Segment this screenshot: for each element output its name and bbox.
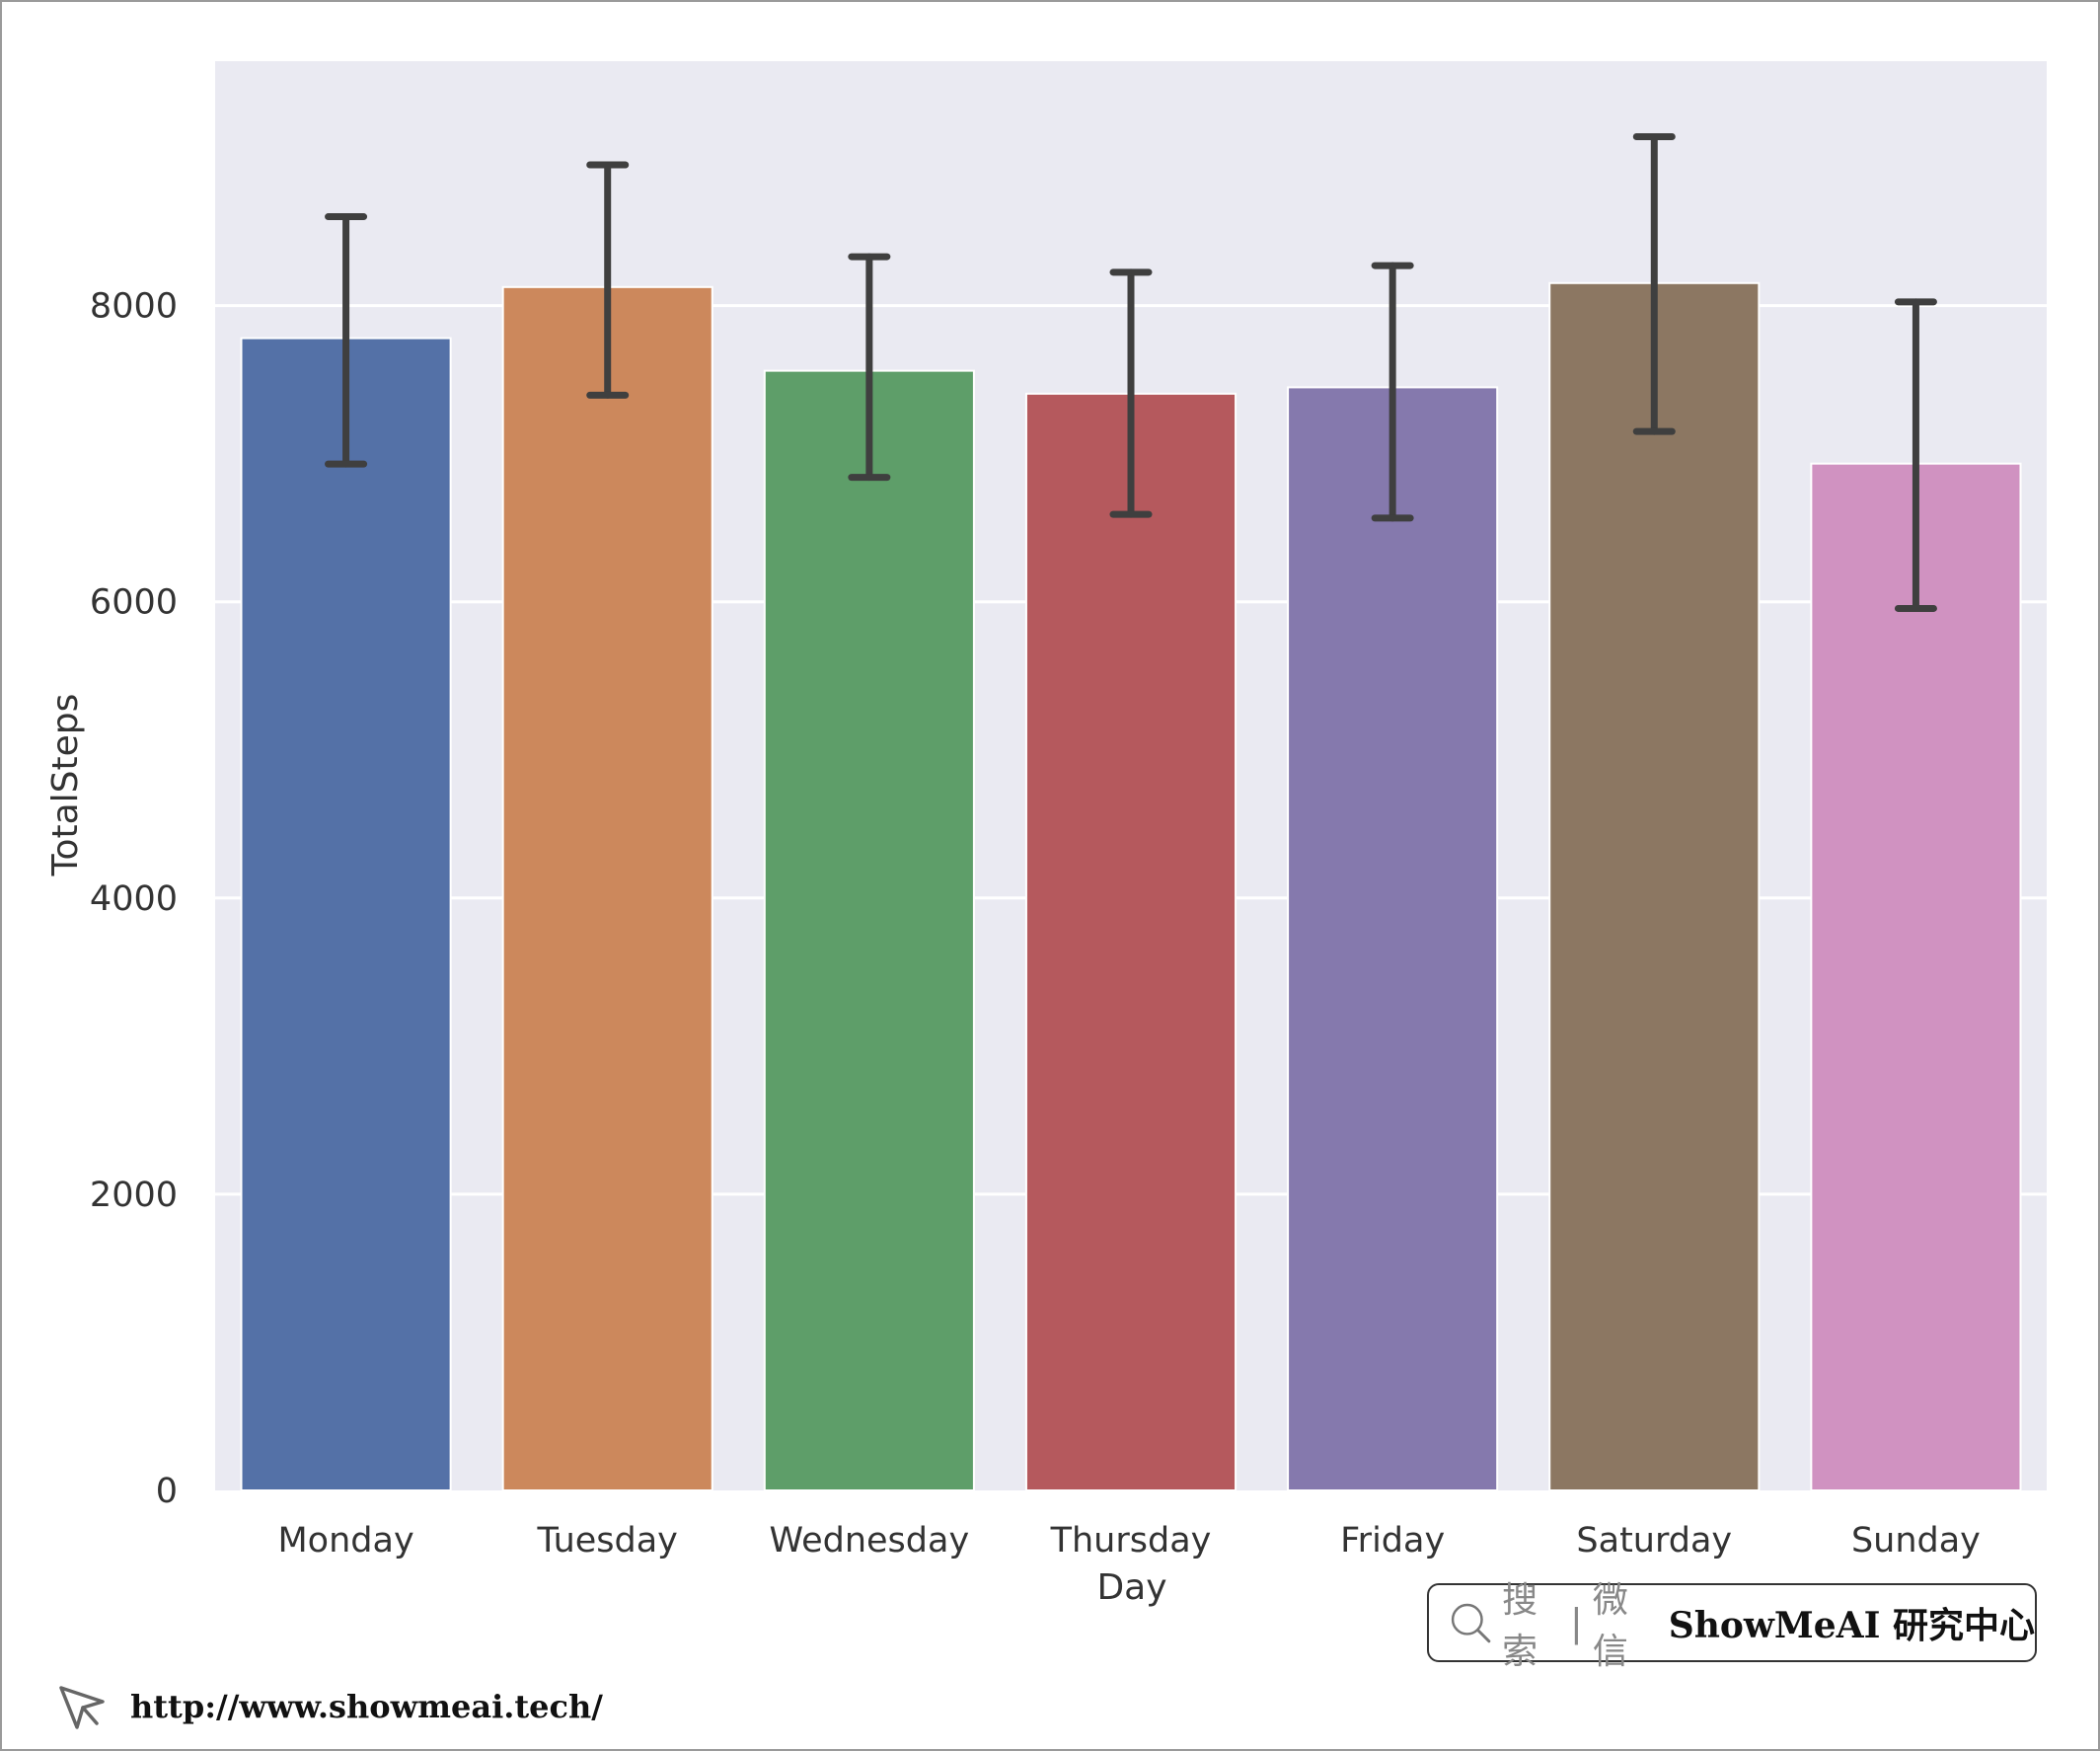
bars — [240, 281, 2022, 1492]
y-tick-labels: 0 2000 4000 6000 8000 — [90, 287, 178, 1511]
x-tick-label-sunday: Sunday — [1851, 1521, 1981, 1561]
x-tick-label-tuesday: Tuesday — [537, 1521, 678, 1561]
bar-tuesday — [501, 285, 713, 1492]
x-tick-label-saturday: Saturday — [1576, 1521, 1732, 1561]
x-tick-label-thursday: Thursday — [1050, 1521, 1212, 1561]
cursor-icon — [59, 1686, 105, 1729]
y-axis-title: TotalSteps — [45, 694, 86, 877]
bar-friday — [1287, 386, 1499, 1492]
wechat-label: 微信 — [1592, 1580, 1628, 1672]
search-icon — [1451, 1603, 1491, 1643]
search-label: 搜索 — [1502, 1580, 1538, 1672]
y-tick-label: 6000 — [90, 583, 178, 623]
bar-saturday — [1548, 281, 1761, 1492]
bar-sunday — [1810, 462, 2022, 1491]
bar-monday — [240, 337, 452, 1491]
brand-name: ShowMeAI 研究中心 — [1668, 1605, 2035, 1646]
x-tick-labels: Monday Tuesday Wednesday Thursday Friday Satu… — [277, 1521, 1980, 1561]
site-url[interactable]: http://www.showmeai.tech/ — [130, 1688, 603, 1725]
y-tick-label: 2000 — [90, 1176, 178, 1215]
footer: http://www.showmeai.tech/ — [55, 1672, 603, 1741]
y-tick-label: 8000 — [90, 287, 178, 327]
separator: | — [1570, 1601, 1583, 1644]
y-tick-label: 4000 — [90, 879, 178, 919]
x-tick-label-monday: Monday — [277, 1521, 413, 1561]
x-tick-label-friday: Friday — [1340, 1521, 1445, 1561]
bar-thursday — [1024, 392, 1238, 1491]
x-tick-label-wednesday: Wednesday — [770, 1521, 970, 1561]
watermark-badge: 搜索 | 微信 ShowMeAI 研究中心 — [1427, 1580, 2037, 1672]
bar-wednesday — [763, 369, 975, 1491]
error-bars — [325, 133, 1937, 612]
y-tick-label: 0 — [156, 1472, 178, 1511]
x-axis-title: Day — [1096, 1567, 1166, 1608]
